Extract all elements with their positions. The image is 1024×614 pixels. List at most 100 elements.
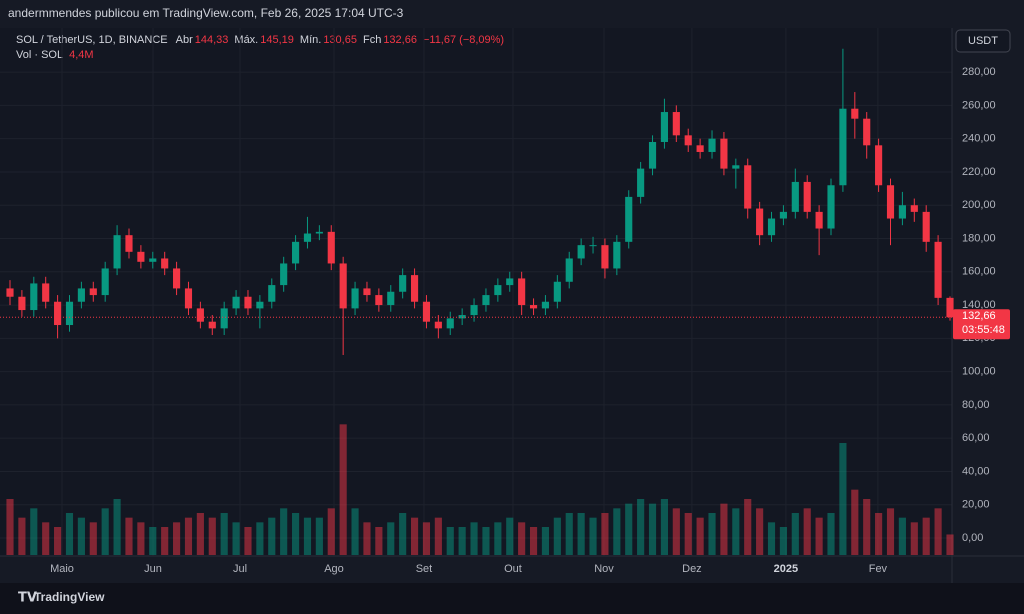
candle-body: [589, 245, 597, 247]
footer-bar: [0, 583, 1024, 614]
candle-body: [77, 288, 85, 302]
x-tick-label: 2025: [774, 563, 798, 575]
volume-bar: [898, 517, 906, 555]
candle-body: [18, 296, 26, 311]
volume-bar: [339, 424, 347, 555]
volume-bar: [803, 508, 811, 555]
candle-body: [363, 288, 371, 296]
volume-bar: [767, 522, 776, 555]
volume-bar: [125, 517, 133, 555]
candle-body: [494, 285, 502, 296]
candle-body: [946, 297, 954, 318]
candle-body: [553, 281, 561, 302]
candle-body: [220, 308, 228, 329]
volume-bar: [696, 517, 704, 555]
brand: TradingView: [34, 590, 105, 604]
volume-bar: [208, 517, 216, 555]
candle-body: [815, 211, 823, 229]
candle-body: [410, 275, 419, 302]
y-tick-label: 220,00: [962, 166, 996, 178]
currency-button[interactable]: [955, 29, 1011, 53]
volume-bar: [30, 508, 38, 555]
x-tick-label: Fev: [869, 563, 888, 575]
volume-bar: [65, 513, 74, 555]
candle-body: [851, 108, 859, 119]
candle-body: [732, 165, 740, 169]
candle-body: [482, 295, 490, 306]
candle-body: [767, 218, 776, 236]
legend-text: Mín.: [300, 34, 321, 46]
volume-bar: [827, 513, 835, 555]
candle-body: [351, 288, 359, 309]
volume-bar: [946, 534, 954, 555]
x-tick-label: Jun: [144, 563, 162, 575]
legend-text: Vol · SOL: [16, 49, 63, 61]
volume-bar: [137, 522, 145, 555]
volume-bar: [529, 527, 538, 555]
volume-bar: [791, 513, 799, 555]
volume-bar: [315, 517, 323, 555]
candle-body: [470, 305, 478, 316]
candle-body: [315, 231, 323, 234]
volume-bar: [410, 517, 419, 555]
volume-bar: [672, 508, 680, 555]
candle-body: [399, 275, 407, 292]
volume-bar: [244, 527, 252, 555]
volume-bar: [54, 527, 62, 555]
volume-bar: [232, 522, 240, 555]
volume-bar: [565, 513, 573, 555]
volume-bar: [494, 522, 502, 555]
volume-bar: [648, 503, 657, 555]
volume-bar: [422, 522, 431, 555]
volume-bar: [351, 508, 359, 555]
volume-bar: [886, 508, 895, 555]
volume-bar: [387, 522, 395, 555]
candle-body: [863, 118, 871, 146]
y-tick-label: 0,00: [962, 532, 983, 544]
candle-body: [184, 288, 193, 309]
candle-body: [303, 233, 312, 242]
volume-bar: [161, 527, 169, 555]
candle-body: [89, 288, 97, 296]
x-tick-label: Dez: [682, 563, 702, 575]
candle-body: [577, 245, 585, 259]
volume-bar: [518, 522, 526, 555]
candle-body: [208, 321, 216, 329]
volume-bar: [149, 527, 157, 555]
volume-bar: [815, 517, 823, 555]
volume-bar: [708, 513, 716, 555]
candle-body: [113, 235, 121, 269]
volume-bar: [196, 513, 204, 555]
volume-bar: [77, 517, 85, 555]
volume-bar: [779, 527, 787, 555]
tv-logo: 𝗧𝗩: [18, 589, 37, 604]
volume-bar: [684, 513, 692, 555]
volume-bar: [268, 517, 276, 555]
candle-body: [125, 235, 133, 252]
candle-body: [446, 318, 454, 329]
volume-bar: [89, 522, 97, 555]
candle-body: [625, 196, 633, 242]
volume-bar: [458, 527, 466, 555]
x-tick-label: Set: [416, 563, 433, 575]
volume-bar: [256, 522, 264, 555]
candle-body: [541, 301, 550, 309]
candle-body: [529, 305, 538, 309]
candle-body: [422, 301, 431, 322]
x-tick-label: Ago: [324, 563, 344, 575]
candle-body: [613, 241, 621, 269]
currency-label[interactable]: USDT: [968, 35, 998, 47]
candle-body: [875, 145, 883, 186]
candle-body: [173, 268, 181, 289]
volume-bar: [637, 499, 645, 555]
volume-bar: [434, 517, 442, 555]
candle-body: [339, 263, 347, 309]
legend-text: 130,65: [323, 34, 357, 46]
volume-bar: [601, 513, 609, 555]
volume-bar: [756, 508, 764, 555]
y-tick-label: 200,00: [962, 199, 996, 211]
candle-body: [839, 108, 847, 186]
candle-body: [744, 165, 752, 209]
candle-body: [387, 291, 395, 306]
